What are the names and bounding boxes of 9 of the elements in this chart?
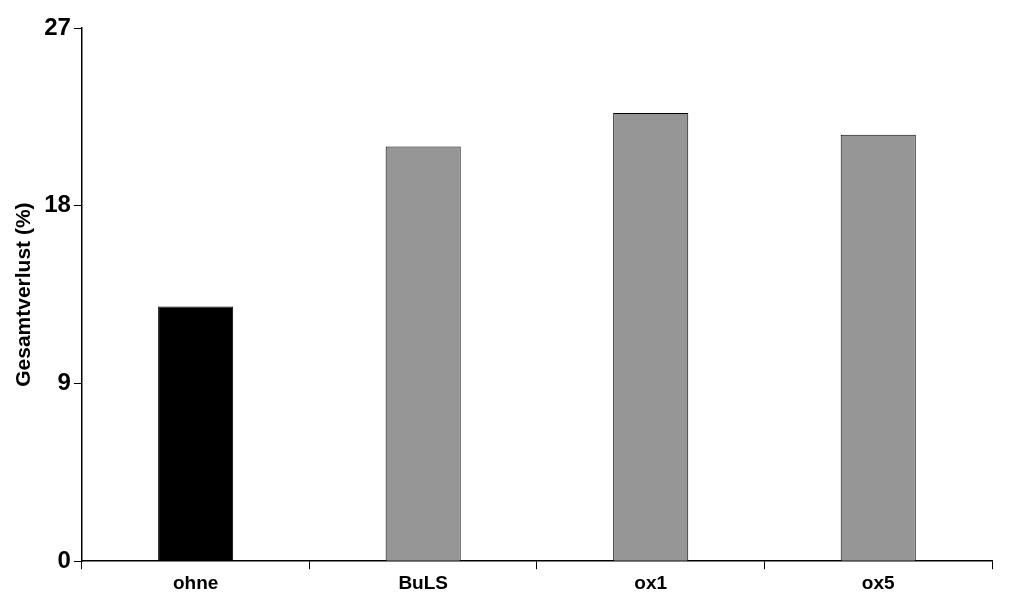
y-axis-title: Gesamtverlust (%) — [11, 202, 35, 387]
y-tick-label: 27 — [44, 12, 71, 40]
y-tick-label: 18 — [44, 190, 71, 218]
y-tick-label: 9 — [57, 368, 71, 396]
x-tick-label: ohne — [172, 571, 219, 593]
y-tick-label: 0 — [57, 545, 71, 573]
x-tick-label: ox5 — [861, 571, 896, 593]
x-tick-label: ox1 — [634, 571, 668, 593]
x-tick-label: BuLS — [398, 571, 448, 593]
